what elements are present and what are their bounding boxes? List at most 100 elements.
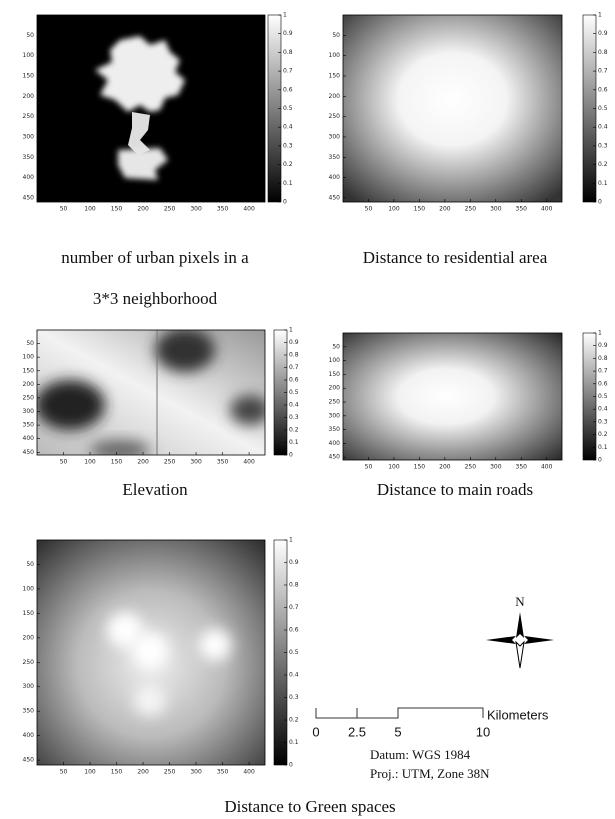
x-tick-label: 400 [243, 206, 255, 213]
colorbar-tick-label: 0.1 [598, 444, 608, 451]
north-arrow [516, 612, 524, 638]
y-tick-label: 50 [332, 343, 340, 350]
x-tick-label: 250 [164, 459, 176, 466]
colorbar-tick-label: 0.6 [598, 380, 608, 387]
x-tick-label: 100 [388, 206, 400, 213]
x-tick-label: 200 [439, 206, 451, 213]
x-tick-label: 350 [217, 459, 229, 466]
colorbar-tick-label: 1 [283, 12, 287, 19]
colorbar-tick-label: 0.3 [598, 418, 608, 425]
colorbar-tick-label: 0.5 [598, 393, 608, 400]
scale-label: 10 [476, 724, 490, 739]
x-tick-label: 400 [541, 206, 553, 213]
colorbar-tick-label: 0.8 [598, 49, 608, 56]
x-tick-label: 50 [365, 464, 373, 471]
colorbar-tick-label: 0.3 [283, 142, 293, 149]
y-tick-label: 150 [23, 72, 35, 79]
colorbar-tick-label: 0.9 [289, 339, 299, 346]
y-tick-label: 150 [23, 367, 35, 374]
x-tick-label: 100 [84, 206, 96, 213]
y-tick-label: 350 [23, 708, 35, 715]
colorbar-tick-label: 0.2 [283, 161, 293, 168]
y-tick-label: 200 [23, 634, 35, 641]
map-legend: N 0 2.5 5 10 Kilometers Datum: WGS 1984 … [312, 594, 554, 781]
y-tick-label: 100 [23, 585, 35, 592]
y-tick-label: 450 [23, 194, 35, 201]
x-tick-label: 300 [490, 464, 502, 471]
figure: N 0 2.5 5 10 Kilometers Datum: WGS 1984 … [0, 0, 615, 819]
x-tick-label: 250 [465, 206, 477, 213]
scale-unit: Kilometers [487, 707, 549, 722]
y-tick-label: 250 [329, 399, 341, 406]
colorbar-tick-label: 0.8 [283, 49, 293, 56]
colorbar-tick-label: 0.8 [289, 582, 299, 589]
y-tick-label: 100 [329, 357, 341, 364]
y-tick-label: 250 [23, 659, 35, 666]
panel-caption: 3*3 neighborhood [93, 289, 218, 308]
x-tick-label: 200 [137, 459, 149, 466]
y-tick-label: 50 [26, 340, 34, 347]
colorbar-tick-label: 0.1 [289, 439, 299, 446]
y-tick-label: 100 [329, 52, 341, 59]
y-tick-label: 100 [23, 52, 35, 59]
y-tick-label: 300 [23, 683, 35, 690]
y-tick-label: 350 [23, 422, 35, 429]
x-tick-label: 100 [84, 459, 96, 466]
colorbar-tick-label: 0.5 [289, 389, 299, 396]
x-tick-label: 350 [516, 206, 528, 213]
colorbar-tick-label: 1 [289, 327, 293, 334]
y-tick-label: 450 [329, 454, 341, 461]
y-tick-label: 50 [26, 32, 34, 39]
y-tick-label: 200 [23, 93, 35, 100]
colorbar-tick-label: 0.2 [289, 427, 299, 434]
x-tick-label: 50 [365, 206, 373, 213]
image-green [37, 540, 265, 765]
y-tick-label: 350 [329, 426, 341, 433]
colorbar-tick-label: 0 [598, 457, 602, 464]
x-tick-label: 400 [243, 459, 255, 466]
colorbar-tick-label: 0.9 [598, 30, 608, 37]
colorbar-tick-label: 0.5 [283, 105, 293, 112]
colorbar-tick-label: 0.8 [598, 355, 608, 362]
colorbar-tick-label: 0.9 [598, 342, 608, 349]
panel-caption: number of urban pixels in a [61, 248, 249, 267]
colorbar-tick-label: 0.7 [283, 68, 293, 75]
image-roads [343, 333, 562, 460]
colorbar-tick-label: 0.1 [289, 739, 299, 746]
y-tick-label: 400 [23, 732, 35, 739]
y-tick-label: 400 [23, 174, 35, 181]
colorbar-tick-label: 0.7 [598, 368, 608, 375]
colorbar-tick-label: 0.1 [283, 180, 293, 187]
image-elevation [35, 328, 270, 460]
colorbar-tick-label: 0 [289, 452, 293, 459]
north-arrow [516, 642, 524, 668]
panel-caption: Distance to main roads [377, 480, 533, 499]
colorbar-tick-label: 1 [598, 330, 602, 337]
colorbar-tick-label: 0 [598, 199, 602, 206]
colorbar-tick-label: 0.5 [598, 105, 608, 112]
y-tick-label: 250 [23, 394, 35, 401]
image-residential [343, 15, 562, 202]
colorbar-tick-label: 0.6 [598, 86, 608, 93]
x-tick-label: 250 [465, 464, 477, 471]
x-tick-label: 400 [541, 464, 553, 471]
colorbar-tick-label: 0 [283, 199, 287, 206]
colorbar-tick-label: 0.6 [283, 86, 293, 93]
panel-caption: Distance to Green spaces [224, 797, 395, 816]
y-tick-label: 300 [23, 408, 35, 415]
y-tick-label: 150 [329, 371, 341, 378]
colorbar-tick-label: 0.7 [598, 68, 608, 75]
colorbar-tick-label: 0.5 [289, 649, 299, 656]
colorbar-tick-label: 0.3 [289, 414, 299, 421]
colorbar-tick-label: 0.4 [283, 124, 293, 131]
y-tick-label: 400 [329, 174, 341, 181]
north-arrow [486, 636, 516, 644]
scale-label: 5 [394, 724, 401, 739]
colorbar-tick-label: 0.4 [289, 402, 299, 409]
x-tick-label: 100 [388, 464, 400, 471]
colorbar-tick-label: 0.4 [289, 672, 299, 679]
y-tick-label: 200 [329, 385, 341, 392]
y-tick-label: 100 [23, 354, 35, 361]
y-tick-label: 400 [23, 435, 35, 442]
y-tick-label: 350 [329, 154, 341, 161]
